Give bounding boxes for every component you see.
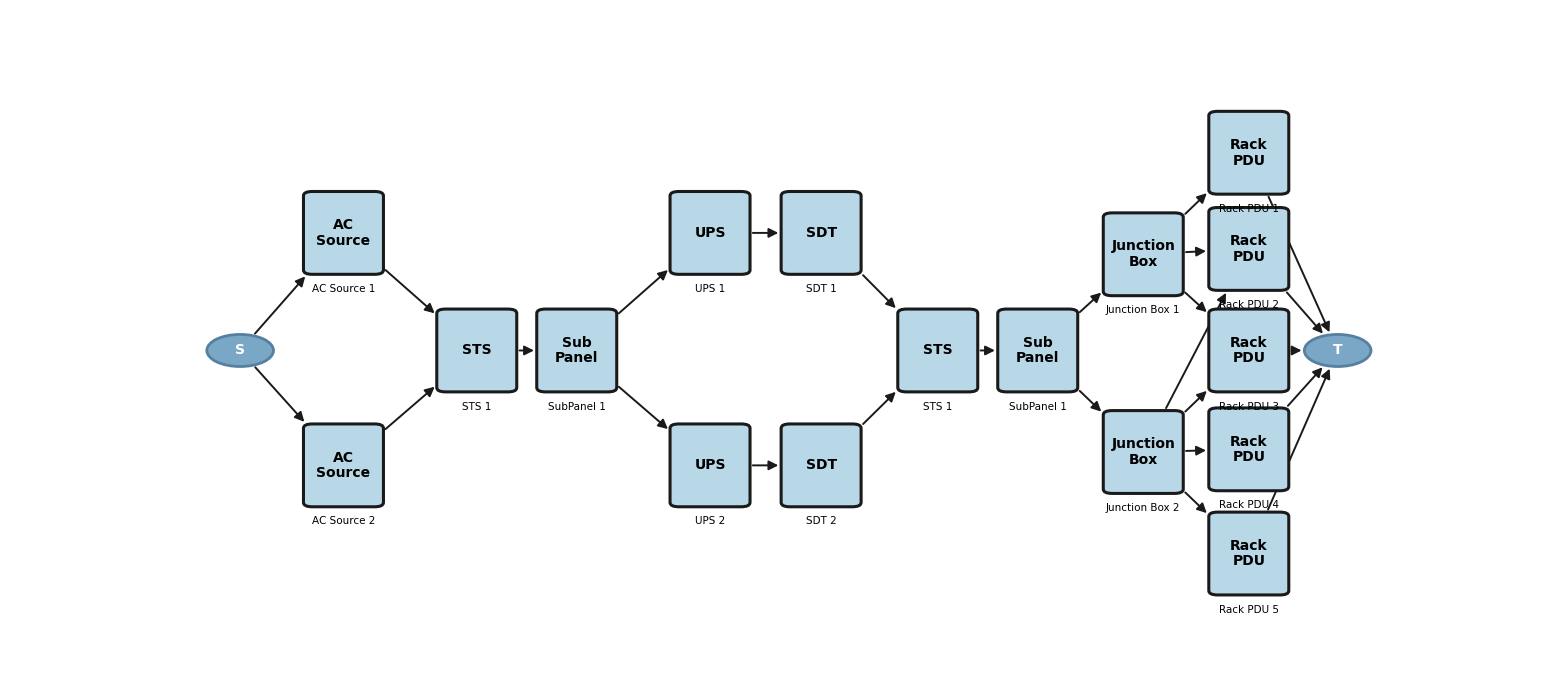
Text: Rack
PDU: Rack PDU bbox=[1231, 434, 1268, 464]
FancyBboxPatch shape bbox=[670, 192, 751, 274]
Text: STS: STS bbox=[461, 344, 492, 357]
FancyBboxPatch shape bbox=[537, 309, 616, 392]
Text: UPS: UPS bbox=[695, 226, 726, 240]
FancyBboxPatch shape bbox=[437, 309, 517, 392]
Text: Rack
PDU: Rack PDU bbox=[1231, 234, 1268, 264]
FancyBboxPatch shape bbox=[303, 424, 384, 507]
Text: Rack PDU 3: Rack PDU 3 bbox=[1218, 402, 1279, 412]
Text: AC Source 1: AC Source 1 bbox=[311, 284, 375, 294]
Text: Rack PDU 4: Rack PDU 4 bbox=[1218, 500, 1279, 510]
Text: SDT: SDT bbox=[805, 226, 836, 240]
FancyBboxPatch shape bbox=[1104, 411, 1183, 493]
Text: UPS: UPS bbox=[695, 458, 726, 473]
FancyBboxPatch shape bbox=[898, 309, 978, 392]
Text: SubPanel 1: SubPanel 1 bbox=[1009, 402, 1067, 412]
Text: Rack
PDU: Rack PDU bbox=[1231, 336, 1268, 365]
Text: STS 1: STS 1 bbox=[461, 402, 491, 412]
Text: SDT: SDT bbox=[805, 458, 836, 473]
Text: Sub
Panel: Sub Panel bbox=[1015, 336, 1059, 365]
FancyBboxPatch shape bbox=[1209, 208, 1289, 290]
Text: Rack PDU 2: Rack PDU 2 bbox=[1218, 300, 1279, 310]
FancyBboxPatch shape bbox=[303, 192, 384, 274]
Text: Junction
Box: Junction Box bbox=[1111, 239, 1175, 269]
Text: Junction Box 2: Junction Box 2 bbox=[1105, 503, 1181, 513]
FancyBboxPatch shape bbox=[670, 424, 751, 507]
Text: Rack PDU 5: Rack PDU 5 bbox=[1218, 604, 1279, 615]
Text: SDT 2: SDT 2 bbox=[807, 516, 836, 526]
Text: T: T bbox=[1333, 344, 1342, 357]
Circle shape bbox=[207, 335, 274, 366]
Text: SubPanel 1: SubPanel 1 bbox=[548, 402, 605, 412]
Text: UPS 2: UPS 2 bbox=[695, 516, 724, 526]
FancyBboxPatch shape bbox=[1209, 111, 1289, 194]
FancyBboxPatch shape bbox=[1209, 512, 1289, 595]
Text: Rack
PDU: Rack PDU bbox=[1231, 539, 1268, 568]
FancyBboxPatch shape bbox=[998, 309, 1077, 392]
Text: AC
Source: AC Source bbox=[316, 450, 370, 480]
Text: Rack
PDU: Rack PDU bbox=[1231, 138, 1268, 167]
Text: Sub
Panel: Sub Panel bbox=[556, 336, 599, 365]
Text: SDT 1: SDT 1 bbox=[807, 284, 836, 294]
Text: AC Source 2: AC Source 2 bbox=[311, 516, 375, 526]
FancyBboxPatch shape bbox=[782, 424, 861, 507]
Text: AC
Source: AC Source bbox=[316, 218, 370, 248]
FancyBboxPatch shape bbox=[1104, 213, 1183, 296]
FancyBboxPatch shape bbox=[782, 192, 861, 274]
Text: Rack PDU 1: Rack PDU 1 bbox=[1218, 204, 1279, 214]
Text: UPS 1: UPS 1 bbox=[695, 284, 724, 294]
Text: STS 1: STS 1 bbox=[923, 402, 952, 412]
FancyBboxPatch shape bbox=[1209, 408, 1289, 491]
Text: STS: STS bbox=[923, 344, 952, 357]
Text: Junction Box 1: Junction Box 1 bbox=[1105, 305, 1181, 315]
FancyBboxPatch shape bbox=[1209, 309, 1289, 392]
Circle shape bbox=[1305, 335, 1372, 366]
Text: Junction
Box: Junction Box bbox=[1111, 437, 1175, 467]
Text: S: S bbox=[235, 344, 245, 357]
